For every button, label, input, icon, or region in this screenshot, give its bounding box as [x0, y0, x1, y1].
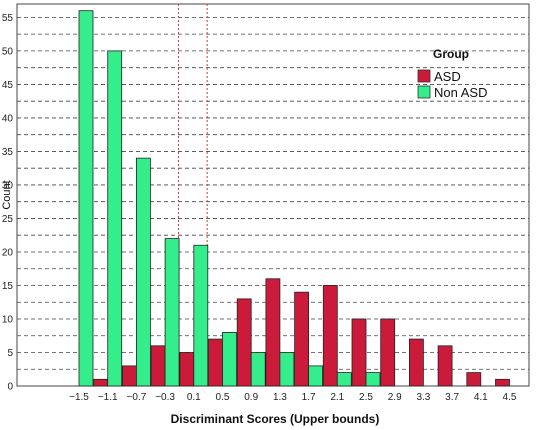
x-axis-label: Discriminant Scores (Upper bounds) — [171, 412, 380, 426]
bar-non-asd — [78, 10, 94, 387]
bar-asd — [495, 378, 510, 387]
x-tick-labels: −1.5 −1.1 −0.7 −0.3 0.1 0.5 0.9 1.3 1.7 2.1 2.5 2.9… — [69, 392, 517, 403]
x-tick-label: 1.7 — [302, 392, 316, 403]
bar-asd — [294, 291, 310, 387]
x-tick-label: 3.3 — [416, 392, 430, 403]
bar-asd — [437, 345, 453, 387]
y-tick-label: 5 — [7, 348, 13, 359]
bar-asd — [322, 285, 338, 387]
y-tick-label: 50 — [2, 46, 14, 57]
bar-asd — [150, 345, 166, 387]
y-tick-label: 55 — [2, 13, 14, 24]
bar-asd — [122, 365, 137, 387]
legend: Group ASD Non ASD — [417, 47, 487, 100]
x-tick-label: 1.3 — [273, 392, 287, 403]
bar-asd — [93, 378, 109, 387]
y-tick-label: 10 — [2, 314, 14, 325]
bar-asd — [179, 352, 195, 387]
bar-asd — [351, 318, 367, 387]
legend-swatch-asd — [417, 69, 431, 83]
bar-non-asd — [279, 352, 295, 387]
x-tick-label: −1.1 — [98, 392, 118, 403]
bar-non-asd — [336, 372, 352, 387]
bar-non-asd — [164, 238, 180, 387]
bar-non-asd — [222, 331, 237, 387]
bar-non-asd — [107, 50, 123, 387]
bar-asd — [208, 338, 223, 387]
bar-non-asd — [135, 157, 151, 387]
grid-lines — [17, 17, 529, 370]
bar-non-asd — [250, 352, 266, 387]
bar-non-asd — [308, 365, 324, 387]
y-tick-label: 35 — [2, 147, 14, 158]
bar-asd — [380, 318, 396, 387]
y-tick-label: 25 — [2, 214, 14, 225]
legend-swatch-non-asd — [417, 85, 431, 99]
x-tick-label: 3.7 — [445, 392, 459, 403]
y-tick-labels: 0 5 10 15 20 25 30 35 40 45 50 55 — [2, 13, 14, 393]
x-tick-label: 4.1 — [474, 392, 488, 403]
y-tick-label: 15 — [2, 281, 14, 292]
y-tick-label: 40 — [2, 113, 14, 124]
y-tick-label: 45 — [2, 80, 14, 91]
x-tick-label: −1.5 — [69, 392, 89, 403]
legend-title: Group — [433, 47, 469, 61]
x-tick-label: 4.5 — [503, 392, 517, 403]
bars — [78, 10, 510, 387]
x-tick-label: −0.3 — [155, 392, 175, 403]
x-tick-label: 0.1 — [187, 392, 201, 403]
bar-non-asd — [365, 372, 381, 387]
x-tick-label: 2.5 — [359, 392, 373, 403]
bar-asd — [236, 298, 252, 387]
bar-asd — [408, 338, 424, 387]
y-tick-label: 0 — [7, 382, 13, 393]
y-tick-label: 30 — [2, 180, 14, 191]
y-tick-label: 20 — [2, 247, 14, 258]
legend-label-non-asd: Non ASD — [434, 85, 487, 100]
bar-asd — [265, 278, 281, 387]
x-tick-label: 2.1 — [330, 392, 344, 403]
bar-non-asd — [193, 244, 209, 387]
bar-asd — [466, 372, 482, 387]
x-tick-label: 0.9 — [244, 392, 258, 403]
x-tick-label: −0.7 — [127, 392, 147, 403]
x-tick-label: 0.5 — [216, 392, 230, 403]
x-tick-label: 2.9 — [388, 392, 402, 403]
legend-label-asd: ASD — [434, 69, 461, 84]
y-axis-label: Count — [1, 180, 13, 209]
